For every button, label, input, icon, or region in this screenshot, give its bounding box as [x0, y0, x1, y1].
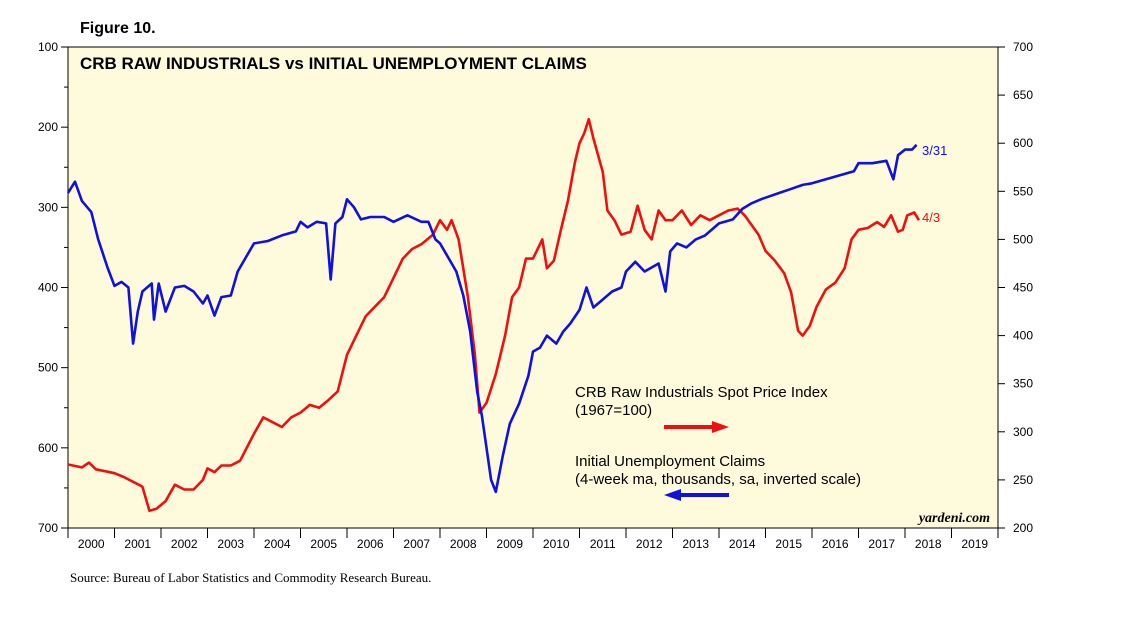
x-tick-label: 2003 — [217, 537, 244, 551]
x-tick-label: 2001 — [124, 537, 151, 551]
x-tick-label: 2015 — [775, 537, 802, 551]
right-tick-label: 500 — [1013, 232, 1033, 246]
x-tick-label: 2017 — [868, 537, 895, 551]
x-tick-label: 2018 — [915, 537, 942, 551]
x-tick-label: 2002 — [171, 537, 198, 551]
x-tick-label: 2006 — [357, 537, 384, 551]
legend-crb: CRB Raw Industrials Spot Price Index (19… — [575, 384, 828, 433]
x-axis: 2000 2001 2002 2003 2004 2005 2006 2007 2008 2009… — [67, 528, 999, 551]
right-tick-label: 700 — [1013, 40, 1033, 54]
x-tick-label: 2019 — [961, 537, 988, 551]
legend-claims-line1: Initial Unemployment Claims — [575, 453, 765, 470]
right-tick-label: 350 — [1013, 377, 1033, 391]
right-axis: 700 650 600 550 500 450 400 350 300 250 200 — [998, 40, 1033, 535]
chart-title: CRB RAW INDUSTRIALS vs INITIAL UNEMPLOYM… — [80, 54, 587, 73]
left-tick-label: 100 — [38, 40, 58, 54]
legend-claims-line2: (4-week ma, thousands, sa, inverted scal… — [575, 471, 861, 488]
x-tick-label: 2005 — [310, 537, 337, 551]
claims-end-label: 3/31 — [922, 143, 947, 158]
left-tick-label: 700 — [38, 521, 58, 535]
crb-end-label: 4/3 — [922, 210, 940, 225]
arrow-left-icon — [664, 489, 729, 501]
claims-series-line — [66, 143, 918, 494]
figure-label: Figure 10. — [80, 20, 156, 37]
watermark: yardeni.com — [917, 511, 990, 526]
x-tick-label: 2009 — [496, 537, 523, 551]
right-tick-label: 650 — [1013, 88, 1033, 102]
right-tick-label: 600 — [1013, 136, 1033, 150]
plot-area — [67, 46, 999, 529]
crb-series-line — [67, 117, 921, 512]
x-tick-label: 2011 — [590, 537, 616, 551]
left-tick-label: 400 — [38, 281, 58, 295]
right-tick-label: 200 — [1013, 521, 1033, 535]
source-note: Source: Bureau of Labor Statistics and C… — [70, 570, 431, 585]
right-tick-label: 450 — [1013, 281, 1033, 295]
left-tick-label: 300 — [38, 200, 58, 214]
left-axis: 100 200 300 400 500 600 700 — [38, 40, 68, 535]
right-tick-label: 300 — [1013, 425, 1033, 439]
left-tick-label: 500 — [38, 361, 58, 375]
legend-claims: Initial Unemployment Claims (4-week ma, … — [575, 453, 861, 501]
x-tick-label: 2010 — [543, 537, 570, 551]
x-tick-label: 2016 — [822, 537, 849, 551]
left-tick-label: 600 — [38, 441, 58, 455]
left-tick-label: 200 — [38, 120, 58, 134]
x-tick-label: 2014 — [729, 537, 756, 551]
legend-crb-line2: (1967=100) — [575, 402, 652, 419]
legend-crb-line1: CRB Raw Industrials Spot Price Index — [575, 384, 828, 401]
x-tick-label: 2008 — [450, 537, 477, 551]
right-tick-label: 550 — [1013, 184, 1033, 198]
x-tick-label: 2007 — [403, 537, 430, 551]
x-tick-label: 2013 — [682, 537, 709, 551]
right-tick-label: 250 — [1013, 473, 1033, 487]
x-tick-label: 2000 — [78, 537, 105, 551]
x-tick-label: 2012 — [636, 537, 663, 551]
right-tick-label: 400 — [1013, 329, 1033, 343]
arrow-right-icon — [664, 421, 729, 433]
x-tick-label: 2004 — [264, 537, 291, 551]
